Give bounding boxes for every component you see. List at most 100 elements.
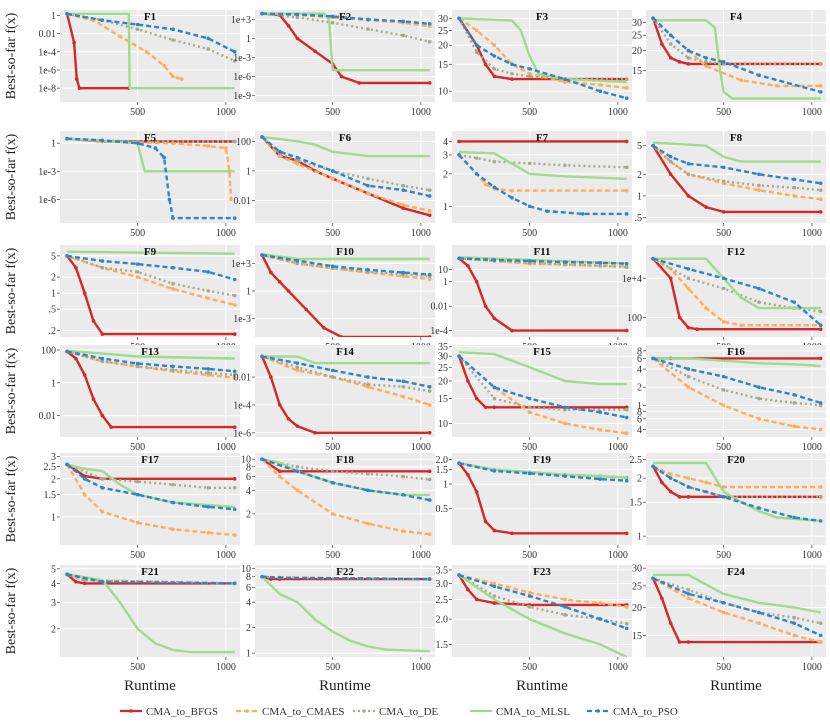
series-line-cma-to-cmaes [652,357,821,431]
data-point [171,500,175,505]
data-point [401,203,406,207]
data-point [277,474,282,479]
y-tick-label: 2 [637,383,642,394]
data-point [474,50,479,55]
data-point [295,258,300,263]
y-tick-label: 1e-3 [233,314,251,325]
series-line-cma-to-bfgs [652,145,821,214]
data-point [757,610,761,615]
data-point [100,485,105,490]
y-axis-label: Best-so-far f(x) [4,455,19,542]
data-point [427,389,432,393]
data-point [171,368,175,372]
data-point [330,469,335,474]
data-point [171,287,175,291]
data-point [660,42,664,46]
data-point [818,90,823,94]
data-point [144,50,149,54]
data-point [651,256,655,261]
data-point [792,621,797,626]
data-point [818,309,823,314]
data-point [792,194,797,198]
y-tick-label: 30 [438,352,448,363]
series-group [260,253,432,337]
x-tick-label: 500 [325,442,340,453]
y-tick-label: 5 [51,251,56,262]
x-tick-label: 1000 [802,442,822,453]
y-tick-label: 30 [632,564,642,575]
x-tick-label: 500 [716,107,731,118]
y-tick-label: 6 [637,354,642,365]
y-tick-label: 1 [246,287,251,298]
series-line-cma-to-de [262,575,430,581]
data-point [721,600,726,605]
y-tick-label: 1e-8 [38,84,56,95]
series-line-cma-to-de [261,458,430,481]
legend: CMA_to_BFGS CMA_to_CMAES CMA_to_DE CMA_to_M… [120,706,678,718]
data-point [206,144,211,148]
data-point [206,530,211,535]
panel-title: F24 [727,566,745,578]
data-point [580,212,585,216]
data-point [721,388,726,392]
panel-title: F6 [339,132,352,144]
y-tick-label: 2 [51,474,56,485]
series-line-cma-to-cmaes [652,577,821,644]
x-tick-label: 500 [130,442,145,453]
y-tick-label: 1e+3 [231,259,251,270]
y-tick-label: 4 [443,137,448,148]
data-point [427,498,432,502]
data-point [686,194,691,198]
y-tick-label: 20 [438,376,448,387]
data-point [322,326,326,330]
data-point [457,573,461,577]
x-tick-label: 500 [522,662,537,673]
data-point [91,397,96,402]
data-point [757,385,761,390]
data-point [171,364,175,369]
data-point [366,488,370,493]
data-point [492,528,497,533]
y-tick-label: 10 [438,87,448,98]
data-point [277,403,282,407]
data-point [527,259,532,263]
data-point [624,188,629,193]
data-point [401,379,406,384]
panel-background [60,565,240,657]
series-line-cma-to-de [458,153,627,169]
panel-background [255,345,435,437]
y-tick-label: 1e-4 [38,47,56,58]
panel-f21: 500 1000 5 4 3 2 F21 [51,564,240,673]
data-point [206,296,211,301]
series-line-cma-to-pso [262,12,430,25]
y-tick-label: 4 [51,579,56,590]
y-tick-label: 10 [438,265,448,276]
data-point [401,394,406,399]
series-line-cma-to-pso [652,357,822,405]
data-point [260,253,264,257]
data-point [330,20,335,25]
data-point [598,261,603,265]
data-point [686,276,691,281]
data-point [686,592,691,596]
panel-title: F20 [727,454,745,466]
series-line-cma-to-pso [66,350,235,373]
series-line-cma-to-pso [458,462,627,482]
data-point [563,262,567,267]
data-point [100,259,105,263]
data-point [818,84,823,88]
data-point [818,197,823,202]
legend-label: CMA_to_CMAES [262,706,345,718]
data-point [686,172,691,177]
data-point [668,42,673,46]
data-point [563,613,567,617]
legend-item-cma-to-pso: CMA_to_PSO [587,706,678,718]
data-point [483,182,488,187]
y-tick-label: 1.5 [630,498,643,509]
panel-background [60,131,240,223]
x-tick-label: 1000 [608,107,628,118]
data-point [457,256,461,261]
data-point [721,276,726,281]
